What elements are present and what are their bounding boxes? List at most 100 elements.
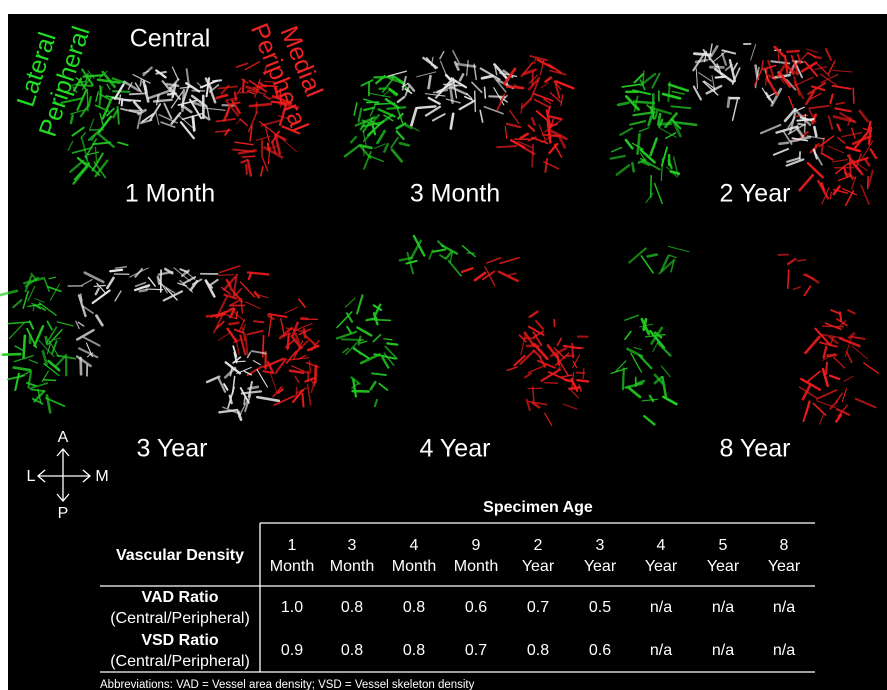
vessel <box>853 88 854 103</box>
vessel <box>779 143 788 144</box>
vessel <box>850 155 851 176</box>
table-cell: 0.8 <box>341 642 363 659</box>
vessel <box>83 75 102 76</box>
vessel <box>372 320 391 321</box>
vessel <box>798 124 805 125</box>
vessel <box>638 134 640 153</box>
row-label: (Central/Peripheral) <box>110 610 250 627</box>
column-header: 2 <box>534 537 543 554</box>
column-header: Year <box>768 558 801 575</box>
column-header: 5 <box>719 537 728 554</box>
vessel <box>230 323 239 324</box>
vessel <box>130 93 146 94</box>
row-label: VAD Ratio <box>141 589 218 606</box>
column-header: 1 <box>288 537 297 554</box>
vessel <box>158 277 159 284</box>
compass-label: M <box>95 468 108 485</box>
table-cell: n/a <box>773 642 795 659</box>
vessel <box>577 380 588 381</box>
vessel <box>113 91 129 92</box>
vessel <box>24 336 25 358</box>
column-header: 3 <box>596 537 605 554</box>
vessel <box>532 145 533 167</box>
vessel <box>254 321 264 322</box>
table-row-header: Vascular Density <box>116 547 244 564</box>
vessel <box>569 387 579 388</box>
column-header: Month <box>330 558 374 575</box>
vessel <box>44 380 56 381</box>
panel-label: 4 Year <box>420 435 491 463</box>
vessel <box>3 354 20 355</box>
table-cell: 0.8 <box>403 599 425 616</box>
vessel <box>303 394 304 406</box>
row-label: VSD Ratio <box>141 632 219 649</box>
table-cell: 0.8 <box>403 642 425 659</box>
column-header: Month <box>454 558 498 575</box>
vessel <box>125 100 140 101</box>
column-header: Month <box>270 558 314 575</box>
table-cell: 0.8 <box>341 599 363 616</box>
panel-label: 3 Month <box>410 180 500 208</box>
table-cell: 0.7 <box>465 642 487 659</box>
vessel <box>716 77 726 78</box>
table-cell: 0.6 <box>465 599 487 616</box>
vessel <box>805 114 806 132</box>
vessel <box>167 84 178 86</box>
vessel <box>140 80 141 86</box>
column-header: 8 <box>780 537 789 554</box>
table-cell: 0.9 <box>281 642 303 659</box>
vessel <box>244 396 245 404</box>
column-header: Year <box>584 558 617 575</box>
vessel <box>778 54 779 61</box>
vessel <box>288 337 289 349</box>
column-header: Year <box>522 558 555 575</box>
vessel <box>122 99 123 105</box>
vessel <box>235 93 236 100</box>
vessel <box>485 87 486 98</box>
column-header: Month <box>392 558 436 575</box>
column-header: 4 <box>410 537 419 554</box>
vessel <box>728 98 729 107</box>
vessel <box>572 344 573 357</box>
table-cell: n/a <box>650 599 672 616</box>
vessel <box>533 387 534 401</box>
vessel <box>643 71 644 85</box>
compass-label: P <box>58 505 69 522</box>
table-cell: 0.6 <box>589 642 611 659</box>
central-label: Central <box>130 25 211 53</box>
vessel <box>632 163 633 171</box>
vessel <box>762 61 763 67</box>
vessel <box>246 165 247 174</box>
vessel <box>129 110 139 111</box>
vessel <box>304 329 305 337</box>
vessel <box>828 355 836 356</box>
vessel <box>826 363 827 374</box>
vessel <box>830 192 831 198</box>
vessel <box>71 115 73 123</box>
vessel <box>545 383 558 384</box>
vessel <box>417 106 435 107</box>
compass-label: L <box>27 468 36 485</box>
table-cell: n/a <box>712 599 734 616</box>
vessel <box>814 127 816 136</box>
table-cell: n/a <box>712 642 734 659</box>
vessel <box>387 107 405 108</box>
vessel <box>788 270 789 288</box>
table-cell: 0.7 <box>527 599 549 616</box>
vessel <box>243 80 244 92</box>
vessel <box>429 76 431 88</box>
vessel <box>110 270 122 271</box>
table-cell: 0.8 <box>527 642 549 659</box>
column-header: 4 <box>657 537 666 554</box>
column-header: Year <box>645 558 678 575</box>
vessel <box>243 156 255 157</box>
table-cell: 1.0 <box>281 599 303 616</box>
panel-label: 1 Month <box>125 180 215 208</box>
vessel <box>787 51 798 52</box>
column-header: Year <box>707 558 740 575</box>
vessel <box>489 96 504 97</box>
vessel <box>840 312 841 320</box>
table-cell: n/a <box>773 599 795 616</box>
table-cell: 0.5 <box>589 599 611 616</box>
vessel <box>696 60 707 62</box>
